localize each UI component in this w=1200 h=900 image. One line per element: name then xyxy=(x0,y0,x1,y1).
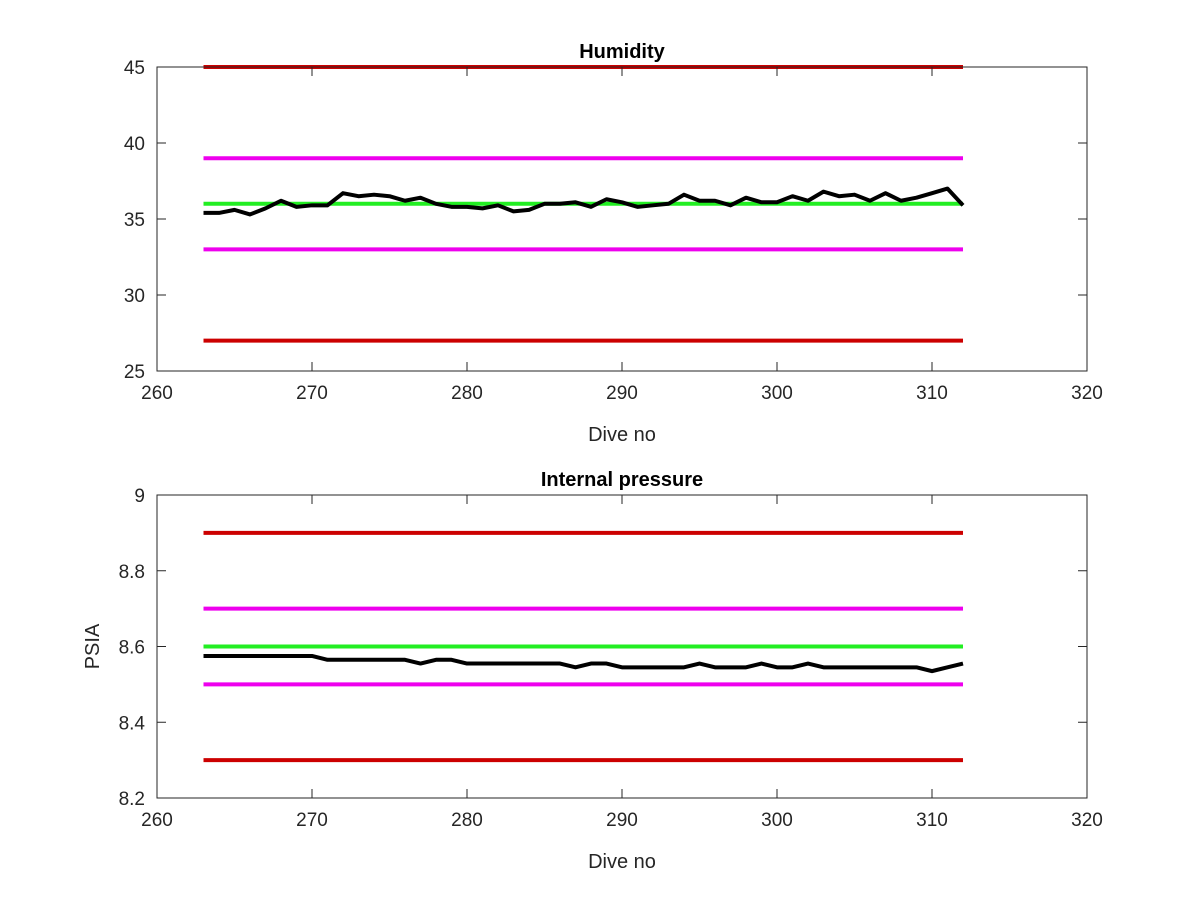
x-axis-label: Dive no xyxy=(588,424,656,446)
x-tick-label: 310 xyxy=(916,383,948,404)
x-axis-label: Dive no xyxy=(588,851,656,873)
y-tick-label: 30 xyxy=(124,286,145,307)
x-tick-label: 320 xyxy=(1071,383,1103,404)
y-tick-label: 40 xyxy=(124,134,145,155)
internal-pressure-plot: 260 270 280 290 300 310 320 8.2 8.4 8.6 8.8 9 Intern… xyxy=(82,469,1103,873)
x-tick-label: 310 xyxy=(916,810,948,831)
x-tick-label: 280 xyxy=(451,810,483,831)
x-tick-label: 270 xyxy=(296,383,328,404)
humidity-plot: 260 270 280 290 300 310 320 25 30 35 40 45 Humidity D… xyxy=(124,41,1103,446)
plot-title: Humidity xyxy=(579,41,665,63)
axes-frame xyxy=(156,66,1088,372)
y-tick-label: 45 xyxy=(124,58,145,79)
x-tick-label: 300 xyxy=(761,383,793,404)
x-tick-label: 260 xyxy=(141,383,173,404)
y-axis-label: PSIA xyxy=(82,623,104,669)
series-line-0 xyxy=(203,653,964,674)
x-tick-label: 270 xyxy=(296,810,328,831)
y-tick-label: 8.4 xyxy=(119,713,146,734)
y-tick-label: 8.8 xyxy=(119,562,145,583)
y-tick-label: 25 xyxy=(124,362,145,383)
x-tick-label: 300 xyxy=(761,810,793,831)
y-tick-label: 8.2 xyxy=(119,789,145,810)
y-tick-label: 9 xyxy=(134,486,145,507)
y-tick-label: 35 xyxy=(124,210,145,231)
x-tick-label: 290 xyxy=(606,383,638,404)
plot-title: Internal pressure xyxy=(541,469,703,491)
x-tick-label: 260 xyxy=(141,810,173,831)
series-line-0 xyxy=(203,186,965,217)
x-tick-label: 280 xyxy=(451,383,483,404)
x-tick-label: 320 xyxy=(1071,810,1103,831)
y-tick-label: 8.6 xyxy=(119,638,145,659)
x-tick-label: 290 xyxy=(606,810,638,831)
